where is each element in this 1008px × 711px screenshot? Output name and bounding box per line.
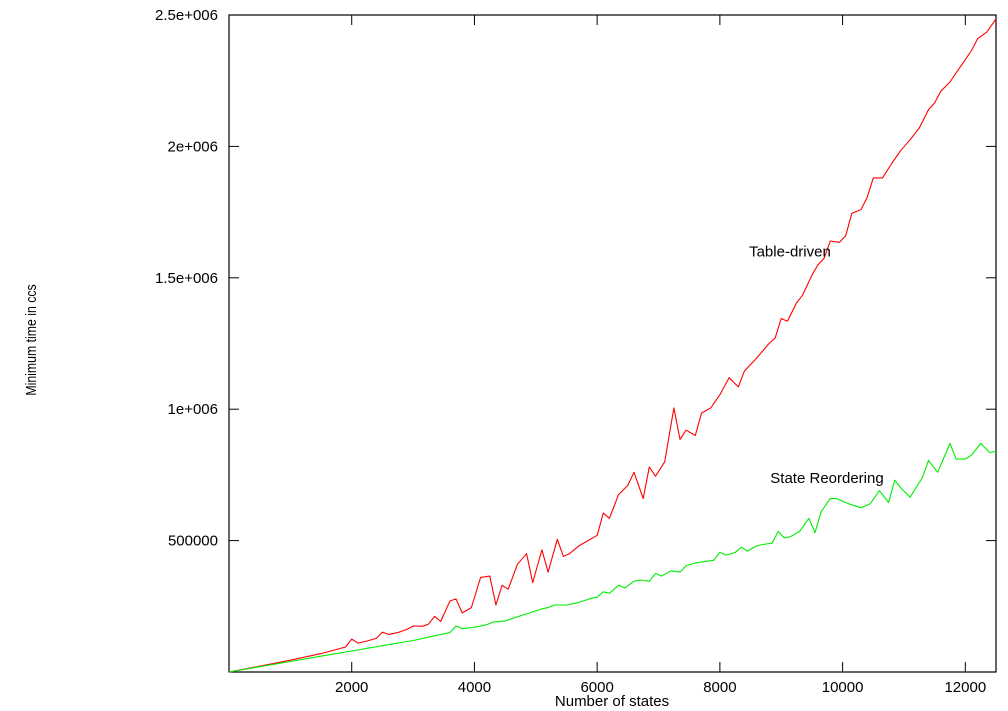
x-tick-label: 4000: [458, 679, 491, 696]
x-axis-title: Number of states: [555, 693, 669, 710]
series-label-state-reordering: State Reordering: [770, 470, 883, 487]
plot-frame: [228, 14, 997, 673]
y-tick-label: 2e+006: [168, 138, 218, 155]
y-tick-label: 1e+006: [168, 401, 218, 418]
y-tick-label: 1.5e+006: [155, 270, 218, 287]
series-labels: Table-driven State Reordering: [749, 244, 884, 488]
x-axis: 2000 4000 6000 8000 10000 12000: [335, 15, 986, 696]
x-tick-label: 2000: [335, 679, 368, 696]
y-axis-title: Minimum time in ccs: [23, 284, 39, 395]
y-tick-label: 500000: [168, 533, 218, 550]
series-lines: [228, 18, 997, 673]
x-tick-label: 10000: [822, 679, 864, 696]
y-axis: 500000 1e+006 1.5e+006 2e+006 2.5e+006: [155, 7, 996, 550]
x-tick-label: 12000: [944, 679, 986, 696]
x-tick-label: 6000: [580, 679, 613, 696]
x-tick-label: 8000: [703, 679, 736, 696]
series-line-table-driven: [228, 18, 997, 673]
series-label-table-driven: Table-driven: [749, 244, 831, 261]
series-line-state-reordering: [228, 442, 997, 673]
y-tick-label: 2.5e+006: [155, 7, 218, 24]
